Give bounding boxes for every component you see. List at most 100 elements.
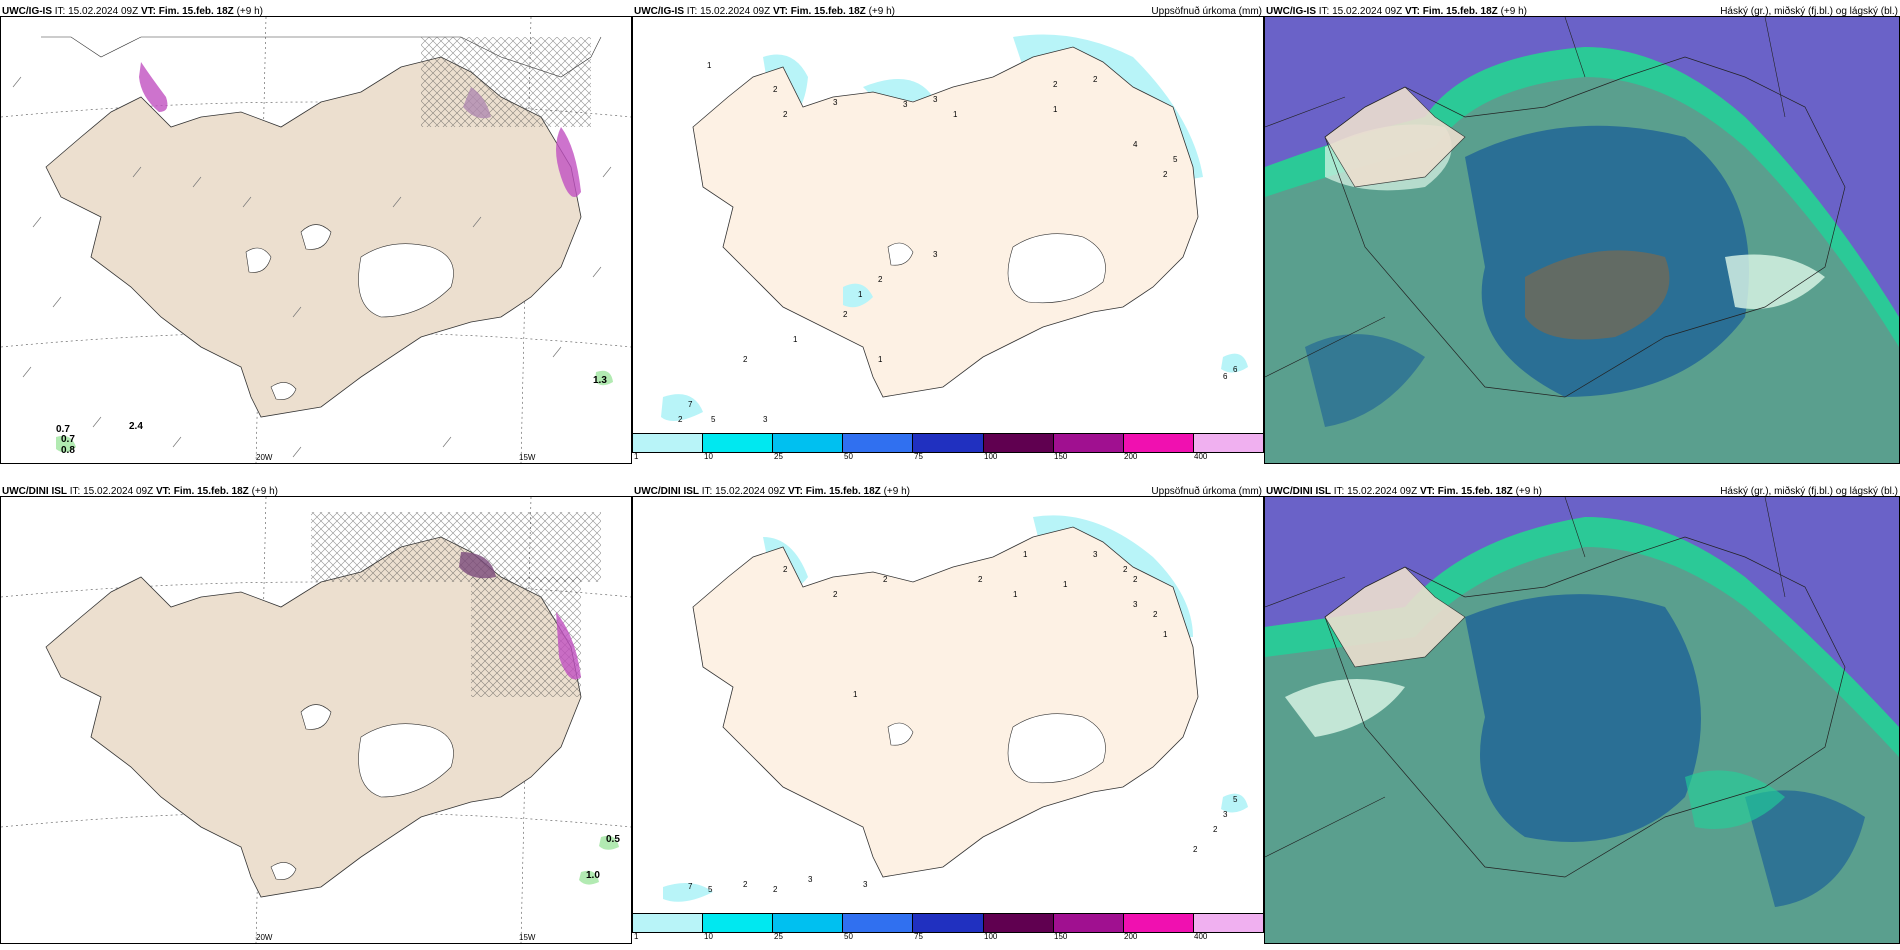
wind-value: 0.7	[61, 434, 75, 445]
precip-labels: 1 2 2 3 3 3 2 2 1 1 1 1 2 7 2 5 3 2 2 3	[678, 61, 1238, 424]
svg-text:3: 3	[833, 98, 838, 107]
lon-label: 15W	[519, 933, 536, 942]
precip-map-svg: 3 2 2 2 1 1 3 1 2 2 1 2 2 1 7 5 2 2 3 3	[633, 497, 1263, 913]
svg-text:3: 3	[763, 415, 768, 424]
lon-label: 20W	[256, 453, 273, 462]
panel-right-title: Uppsöfnuð úrkoma (mm)	[1151, 486, 1262, 497]
svg-text:2: 2	[883, 575, 888, 584]
svg-text:1: 1	[853, 690, 858, 699]
svg-text:3: 3	[903, 100, 908, 109]
svg-text:3: 3	[1133, 600, 1138, 609]
wind-map-svg: 0.5 1.0	[1, 497, 631, 943]
svg-text:2: 2	[833, 590, 838, 599]
svg-text:2: 2	[1093, 75, 1098, 84]
svg-text:1: 1	[1063, 580, 1068, 589]
svg-text:4: 4	[1133, 140, 1138, 149]
legend-tick: 150	[1054, 452, 1068, 461]
precip-map[interactable]: 3 2 2 2 1 1 3 1 2 2 1 2 2 1 7 5 2 2 3 3	[632, 496, 1264, 913]
svg-text:7: 7	[688, 882, 693, 891]
svg-text:1: 1	[707, 61, 712, 70]
svg-text:1: 1	[1023, 550, 1028, 559]
svg-text:1: 1	[953, 110, 958, 119]
legend-tick: 1	[634, 452, 639, 461]
svg-text:2: 2	[783, 110, 788, 119]
svg-text:2: 2	[978, 575, 983, 584]
lon-label: 20W	[256, 933, 273, 942]
panel-title: UWC/DINI ISL IT: 15.02.2024 09Z VT: Fim.…	[634, 486, 910, 497]
svg-text:2: 2	[1163, 170, 1168, 179]
svg-text:1: 1	[1053, 105, 1058, 114]
svg-text:2: 2	[783, 565, 788, 574]
panel-right-title: Uppsöfnuð úrkoma (mm)	[1151, 6, 1262, 17]
legend-tick: 50	[844, 452, 853, 461]
wind-value: 1.0	[586, 870, 600, 881]
svg-text:1: 1	[1013, 590, 1018, 599]
precip-map-svg: 1 2 2 3 3 3 2 2 1 1 1 1 2 7 2 5 3 2 2 3	[633, 17, 1263, 433]
svg-text:2: 2	[843, 310, 848, 319]
row2-cloud-panel: UWC/DINI ISL IT: 15.02.2024 09Z VT: Fim.…	[1264, 480, 1900, 950]
legend-tick: 100	[984, 932, 998, 941]
svg-text:5: 5	[708, 885, 713, 894]
legend-tick: 200	[1124, 932, 1138, 941]
svg-text:6: 6	[1223, 372, 1228, 381]
svg-text:5: 5	[711, 415, 716, 424]
legend-tick: 100	[984, 452, 998, 461]
legend-tick: 25	[774, 932, 783, 941]
panel-right-title: Háský (gr.), miðský (fj.bl.) og lágský (…	[1720, 6, 1898, 17]
svg-text:2: 2	[773, 885, 778, 894]
panel-right-title: Háský (gr.), miðský (fj.bl.) og lágský (…	[1720, 486, 1898, 497]
panel-title: UWC/IG-IS IT: 15.02.2024 09Z VT: Fim. 15…	[2, 6, 263, 17]
row1-wind-panel: UWC/IG-IS IT: 15.02.2024 09Z VT: Fim. 15…	[0, 0, 632, 470]
legend-tick: 150	[1054, 932, 1068, 941]
wind-map[interactable]: 0.7 0.7 2.4 0.8 1.3 20W 15W	[0, 16, 632, 464]
panel-title: UWC/DINI ISL IT: 15.02.2024 09Z VT: Fim.…	[1266, 486, 1542, 497]
wind-value: 2.4	[129, 421, 143, 432]
legend-tick: 75	[914, 932, 923, 941]
panel-title: UWC/DINI ISL IT: 15.02.2024 09Z VT: Fim.…	[2, 486, 278, 497]
svg-text:2: 2	[1193, 845, 1198, 854]
svg-text:1: 1	[878, 355, 883, 364]
svg-text:3: 3	[1223, 810, 1228, 819]
svg-text:1: 1	[858, 290, 863, 299]
iceland-land	[692, 46, 1199, 398]
svg-text:2: 2	[1213, 825, 1218, 834]
wind-value: 1.3	[593, 375, 607, 386]
svg-text:5: 5	[1173, 155, 1178, 164]
cloud-map-svg	[1265, 17, 1899, 463]
svg-text:2: 2	[1123, 565, 1128, 574]
legend-tick: 400	[1194, 452, 1208, 461]
svg-text:7: 7	[688, 400, 693, 409]
wind-value: 0.5	[606, 834, 620, 845]
svg-text:6: 6	[1233, 365, 1238, 374]
svg-text:2: 2	[1053, 80, 1058, 89]
wind-map[interactable]: 0.5 1.0 20W 15W	[0, 496, 632, 944]
legend-tick: 400	[1194, 932, 1208, 941]
cloud-map-svg	[1265, 497, 1899, 943]
iceland-land	[692, 526, 1199, 878]
precip-legend	[632, 913, 1264, 933]
wind-value: 0.7	[56, 424, 70, 435]
cloud-map[interactable]	[1264, 496, 1900, 944]
svg-text:3: 3	[808, 875, 813, 884]
cloud-map[interactable]	[1264, 16, 1900, 464]
panel-title: UWC/IG-IS IT: 15.02.2024 09Z VT: Fim. 15…	[1266, 6, 1527, 17]
svg-text:2: 2	[678, 415, 683, 424]
svg-text:2: 2	[743, 355, 748, 364]
svg-text:1: 1	[1163, 630, 1168, 639]
lon-label: 15W	[519, 453, 536, 462]
legend-tick: 75	[914, 452, 923, 461]
legend-tick: 200	[1124, 452, 1138, 461]
precip-legend	[632, 433, 1264, 453]
svg-text:3: 3	[863, 880, 868, 889]
svg-text:3: 3	[1093, 550, 1098, 559]
row1-cloud-panel: UWC/IG-IS IT: 15.02.2024 09Z VT: Fim. 15…	[1264, 0, 1900, 470]
row1-precip-panel: UWC/IG-IS IT: 15.02.2024 09Z VT: Fim. 15…	[632, 0, 1264, 470]
row2-wind-panel: UWC/DINI ISL IT: 15.02.2024 09Z VT: Fim.…	[0, 480, 632, 950]
svg-text:2: 2	[773, 85, 778, 94]
svg-text:5: 5	[1233, 795, 1238, 804]
precip-map[interactable]: 1 2 2 3 3 3 2 2 1 1 1 1 2 7 2 5 3 2 2 3	[632, 16, 1264, 433]
legend-tick: 1	[634, 932, 639, 941]
legend-tick: 10	[704, 452, 713, 461]
wind-map-svg: 0.7 0.7 2.4 0.8 1.3	[1, 17, 631, 463]
svg-text:2: 2	[1133, 575, 1138, 584]
